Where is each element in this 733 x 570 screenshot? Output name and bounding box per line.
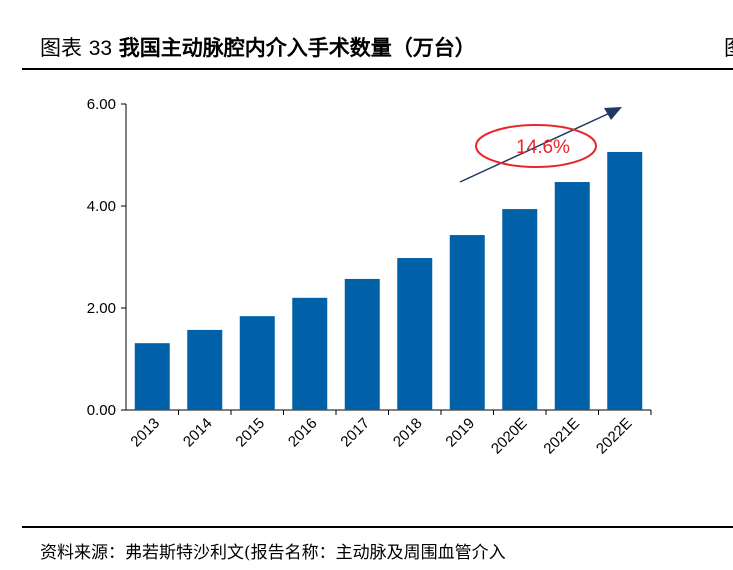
x-tick-label: 2020E: [488, 415, 531, 458]
title-cut: 图: [724, 32, 733, 62]
bar: [239, 316, 275, 410]
chart-title: 图表 33 我国主动脉腔内介入手术数量（万台）: [40, 32, 476, 62]
bar: [397, 258, 433, 410]
bottom-rule: [22, 526, 733, 528]
title-number: 33: [88, 37, 113, 60]
bar: [292, 297, 328, 410]
bar: [134, 343, 170, 410]
x-tick-label: 2018: [390, 415, 426, 451]
x-tick-label: 2019: [442, 415, 478, 451]
bar: [502, 209, 538, 410]
x-tick-label: 2015: [232, 415, 268, 451]
title-text: 我国主动脉腔内介入手术数量（万台）: [118, 35, 476, 60]
trend-arrow: [459, 111, 613, 183]
top-rule: [22, 68, 733, 70]
growth-rate-label: 14.6%: [516, 137, 570, 158]
y-tick-label: 0.00: [87, 402, 116, 419]
x-tick-label: 2013: [127, 415, 163, 451]
bar: [449, 235, 485, 410]
y-tick-label: 4.00: [87, 198, 116, 215]
bar: [554, 182, 590, 410]
source-note: 资料来源：弗若斯特沙利文(报告名称：主动脉及周围血管介入: [40, 543, 506, 563]
x-tick-label: 2022E: [593, 415, 636, 458]
annotation-ellipse: [475, 124, 597, 168]
title-prefix: 图表: [40, 36, 82, 60]
x-tick-label: 2017: [337, 415, 373, 451]
bar: [187, 329, 223, 410]
y-tick-label: 6.00: [87, 96, 116, 113]
bar: [344, 278, 380, 410]
x-tick-label: 2014: [180, 415, 216, 451]
y-tick-label: 2.00: [87, 300, 116, 317]
bar: [607, 151, 643, 410]
x-tick-label: 2021E: [540, 415, 583, 458]
arrowhead-icon: [604, 107, 622, 120]
x-tick-label: 2016: [285, 415, 321, 451]
